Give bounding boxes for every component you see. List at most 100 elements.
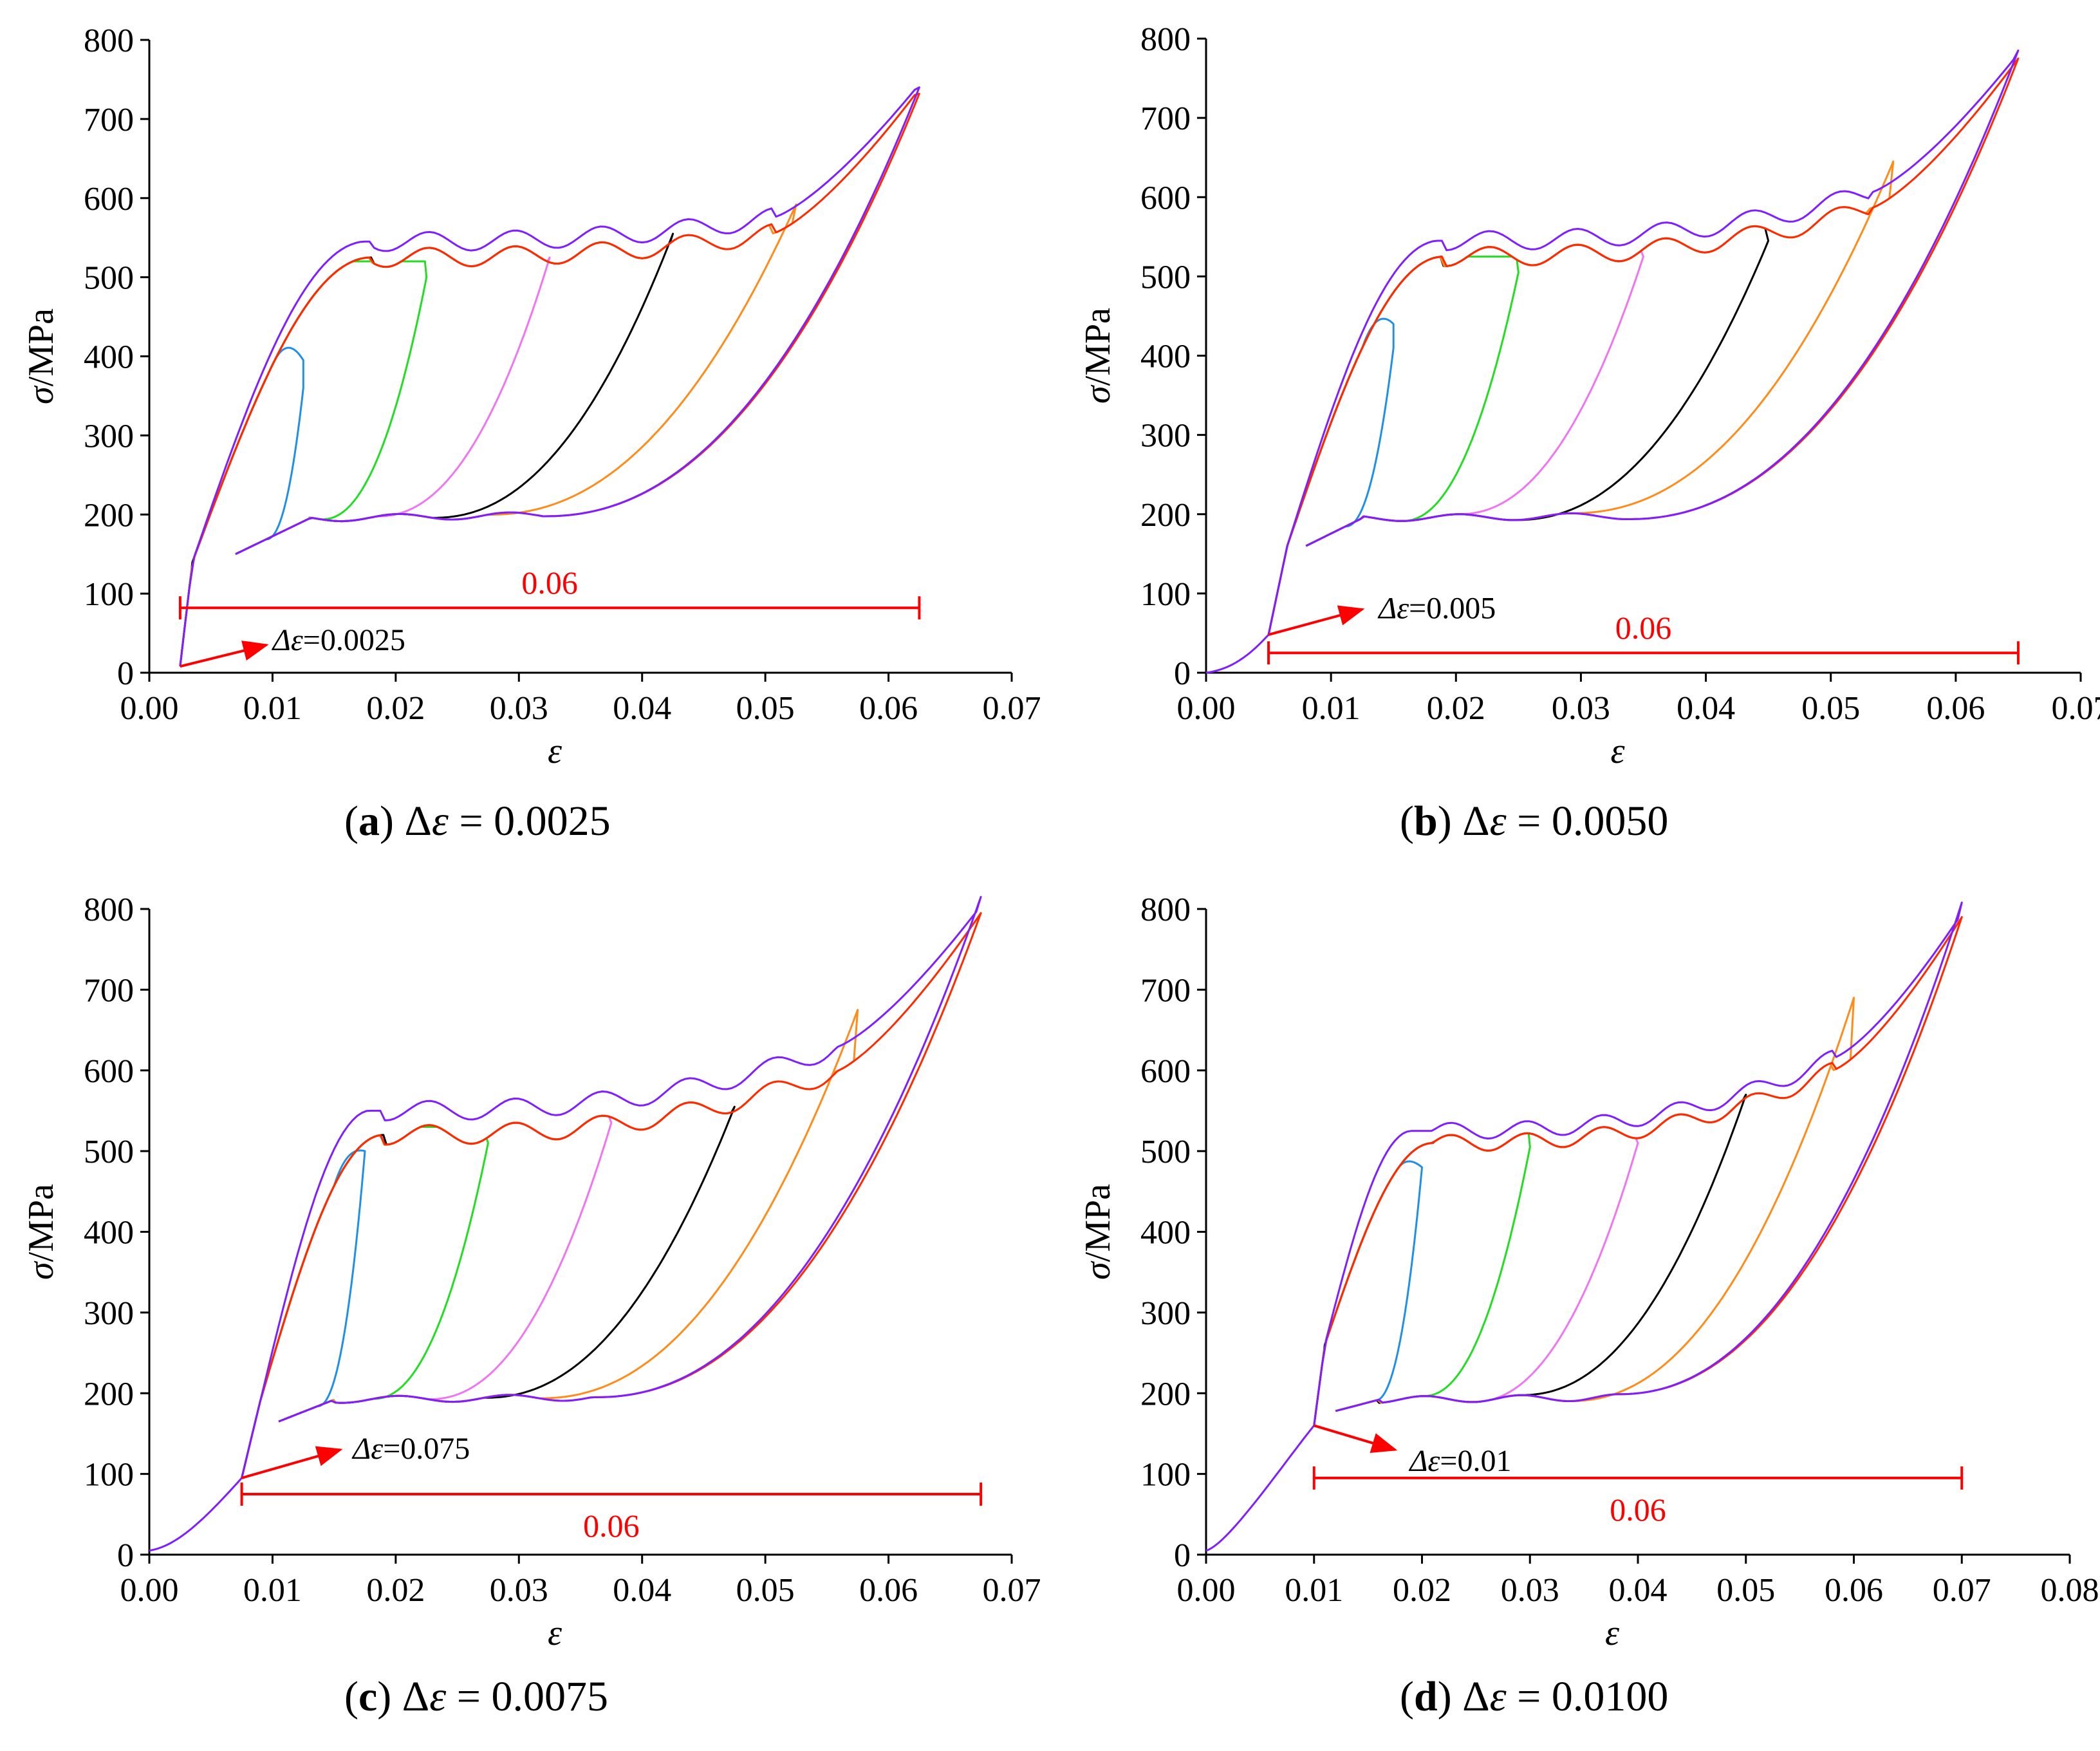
panel-b-note-symbol: Δε <box>1377 592 1409 626</box>
panel-a-y-tick-label: 300 <box>84 418 134 454</box>
panel-a-bracket-label: 0.06 <box>521 565 578 601</box>
panel-b-x-tick-label: 0.02 <box>1427 690 1485 727</box>
panel-b-y-tick-label: 500 <box>1140 259 1191 295</box>
panel-a-x-tick-label: 0.04 <box>613 690 671 727</box>
panel-d-note-arrow <box>1314 1424 1398 1454</box>
panel-c-y-tick-label: 400 <box>84 1215 134 1251</box>
caption-b-letter: b <box>1413 798 1438 845</box>
caption-b-value: 0.0050 <box>1551 798 1669 845</box>
panel-b-y-tick-label: 800 <box>1140 21 1191 58</box>
panel-b-prestrain-curve <box>1205 633 1270 674</box>
caption-d-delta: Δ <box>1462 1673 1490 1720</box>
caption-c-letter: c <box>358 1673 378 1720</box>
panel-c-x-tick-label: 0.01 <box>243 1572 302 1609</box>
caption-d: (d) Δε = 0.0100 <box>1400 1673 1669 1720</box>
panel-c-series-cycle-6 <box>241 912 982 1479</box>
panel-c-series-cycle-5 <box>241 1009 859 1479</box>
panel-a-x-tick-label: 0.05 <box>736 690 795 727</box>
panel-c-x-axis-title: ε <box>548 1613 562 1653</box>
panel-d-series-cycle-3 <box>1313 1126 1639 1426</box>
panel-c-series-cycle-2 <box>241 1126 489 1479</box>
panel-a-note-arrow <box>180 641 269 668</box>
panel-d-x-tick-label: 0.07 <box>1933 1572 1991 1609</box>
caption-c: (c) Δε = 0.0075 <box>344 1673 608 1720</box>
caption-d-value: 0.0100 <box>1551 1673 1669 1720</box>
caption-d-eq: = <box>1506 1673 1552 1720</box>
panel-d-y-axis-unit: /MPa <box>1078 1184 1118 1262</box>
panel-d-y-tick-label: 600 <box>1140 1053 1191 1090</box>
panel-d-note-value: =0.01 <box>1440 1444 1511 1478</box>
panel-b-series-cycle-4 <box>1267 225 1770 635</box>
panel-b-series-cycle-7 <box>1267 50 2020 635</box>
caption-b: (b) Δε = 0.0050 <box>1400 798 1669 845</box>
panel-d-y-tick-label: 400 <box>1140 1215 1191 1251</box>
panel-b-y-axis-unit: /MPa <box>1078 308 1118 386</box>
panel-d-series-cycle-6 <box>1313 916 1963 1426</box>
panel-b-bracket-label: 0.06 <box>1615 610 1672 646</box>
panel-d-y-axis-symbol: σ <box>1078 1260 1118 1280</box>
panel-b-y-tick-label: 0 <box>1174 655 1191 692</box>
panel-a-x-tick-label: 0.07 <box>983 690 1041 727</box>
panel-a-y-tick-label: 100 <box>84 576 134 613</box>
panel-b-y-axis-symbol: σ <box>1078 384 1118 404</box>
panel-b-y-tick-label: 600 <box>1140 180 1191 216</box>
panel-d-x-tick-label: 0.08 <box>2041 1572 2099 1609</box>
panel-d-x-tick-label: 0.06 <box>1825 1572 1883 1609</box>
panel-c-prestrain-curve <box>149 1477 243 1552</box>
panel-d-y-tick-label: 700 <box>1140 972 1191 1009</box>
panel-b-note-value: =0.005 <box>1409 592 1496 626</box>
panel-a-series-cycle-7 <box>179 86 920 667</box>
panel-a-y-tick-label: 0 <box>117 655 134 692</box>
panel-c-y-axis-unit: /MPa <box>21 1184 61 1262</box>
panel-c-note-symbol: Δε <box>351 1432 383 1466</box>
panel-c-series-cycle-4 <box>241 1101 736 1479</box>
panel-c-y-tick-label: 800 <box>84 892 134 928</box>
panel-a-y-axis-unit: /MPa <box>21 308 61 386</box>
panel-d-series-cycle-1 <box>1313 1160 1423 1426</box>
panel-b-x-tick-label: 0.05 <box>1801 690 1860 727</box>
panel-b-x-tick-label: 0.03 <box>1552 690 1610 727</box>
panel-b-x-tick-label: 0.04 <box>1677 690 1735 727</box>
caption-b-delta: Δ <box>1462 798 1490 845</box>
panel-c-x-tick-label: 0.02 <box>366 1572 425 1609</box>
caption-a-eq: = <box>448 798 494 845</box>
caption-c-eq: = <box>446 1673 492 1720</box>
panel-d-x-axis-title: ε <box>1605 1613 1620 1653</box>
panel-d-y-tick-label: 500 <box>1140 1134 1191 1170</box>
panel-b-series-cycle-1 <box>1267 317 1395 635</box>
panel-a-series-cycle-5 <box>179 203 797 667</box>
panel-d-note-symbol: Δε <box>1408 1444 1440 1478</box>
panel-a-x-axis-title: ε <box>548 731 562 771</box>
panel-c-x-tick-label: 0.00 <box>120 1572 179 1609</box>
panel-b-x-tick-label: 0.01 <box>1302 690 1361 727</box>
panel-b-y-tick-label: 200 <box>1140 497 1191 534</box>
panel-d-prestrain-curve <box>1205 1425 1315 1552</box>
panel-d-x-tick-label: 0.01 <box>1285 1572 1343 1609</box>
panel-d-x-tick-label: 0.00 <box>1177 1572 1236 1609</box>
panel-d-bracket-label: 0.06 <box>1610 1492 1666 1528</box>
caption-a-letter: a <box>358 798 380 845</box>
panel-b-y-tick-label: 300 <box>1140 418 1191 454</box>
caption-a: (a) Δε = 0.0025 <box>344 798 611 845</box>
caption-a-eps: ε <box>431 798 449 845</box>
panel-d-y-tick-label: 300 <box>1140 1295 1191 1332</box>
panel-d-y-tick-label: 200 <box>1140 1376 1191 1412</box>
panel-c-y-tick-label: 700 <box>84 972 134 1009</box>
panel-b-x-tick-label: 0.00 <box>1177 690 1236 727</box>
panel-a-y-tick-label: 500 <box>84 260 134 297</box>
panel-c-note-text: Δε=0.075 <box>351 1432 470 1466</box>
panel-c-x-tick-label: 0.07 <box>983 1572 1041 1609</box>
panel-d-y-tick-label: 800 <box>1140 892 1191 928</box>
panel-d-y-axis-title: σ/MPa <box>1078 1184 1118 1280</box>
caption-b-eq: = <box>1506 798 1552 845</box>
panel-b-x-tick-label: 0.06 <box>1926 690 1985 727</box>
panel-a-y-tick-label: 200 <box>84 497 134 534</box>
panel-d-y-tick-label: 100 <box>1140 1457 1191 1494</box>
chart-panel-c: 0.00 0.01 0.02 0.03 0.04 0.05 0.06 0.07 0 100 200 3… <box>21 892 1041 1653</box>
panel-b-note-arrow <box>1268 605 1365 636</box>
panel-a-y-axis-title: σ/MPa <box>21 308 61 404</box>
panel-b-series-cycle-5 <box>1267 160 1895 635</box>
panel-c-x-tick-label: 0.03 <box>490 1572 548 1609</box>
panel-a-series-cycle-3 <box>179 245 551 667</box>
